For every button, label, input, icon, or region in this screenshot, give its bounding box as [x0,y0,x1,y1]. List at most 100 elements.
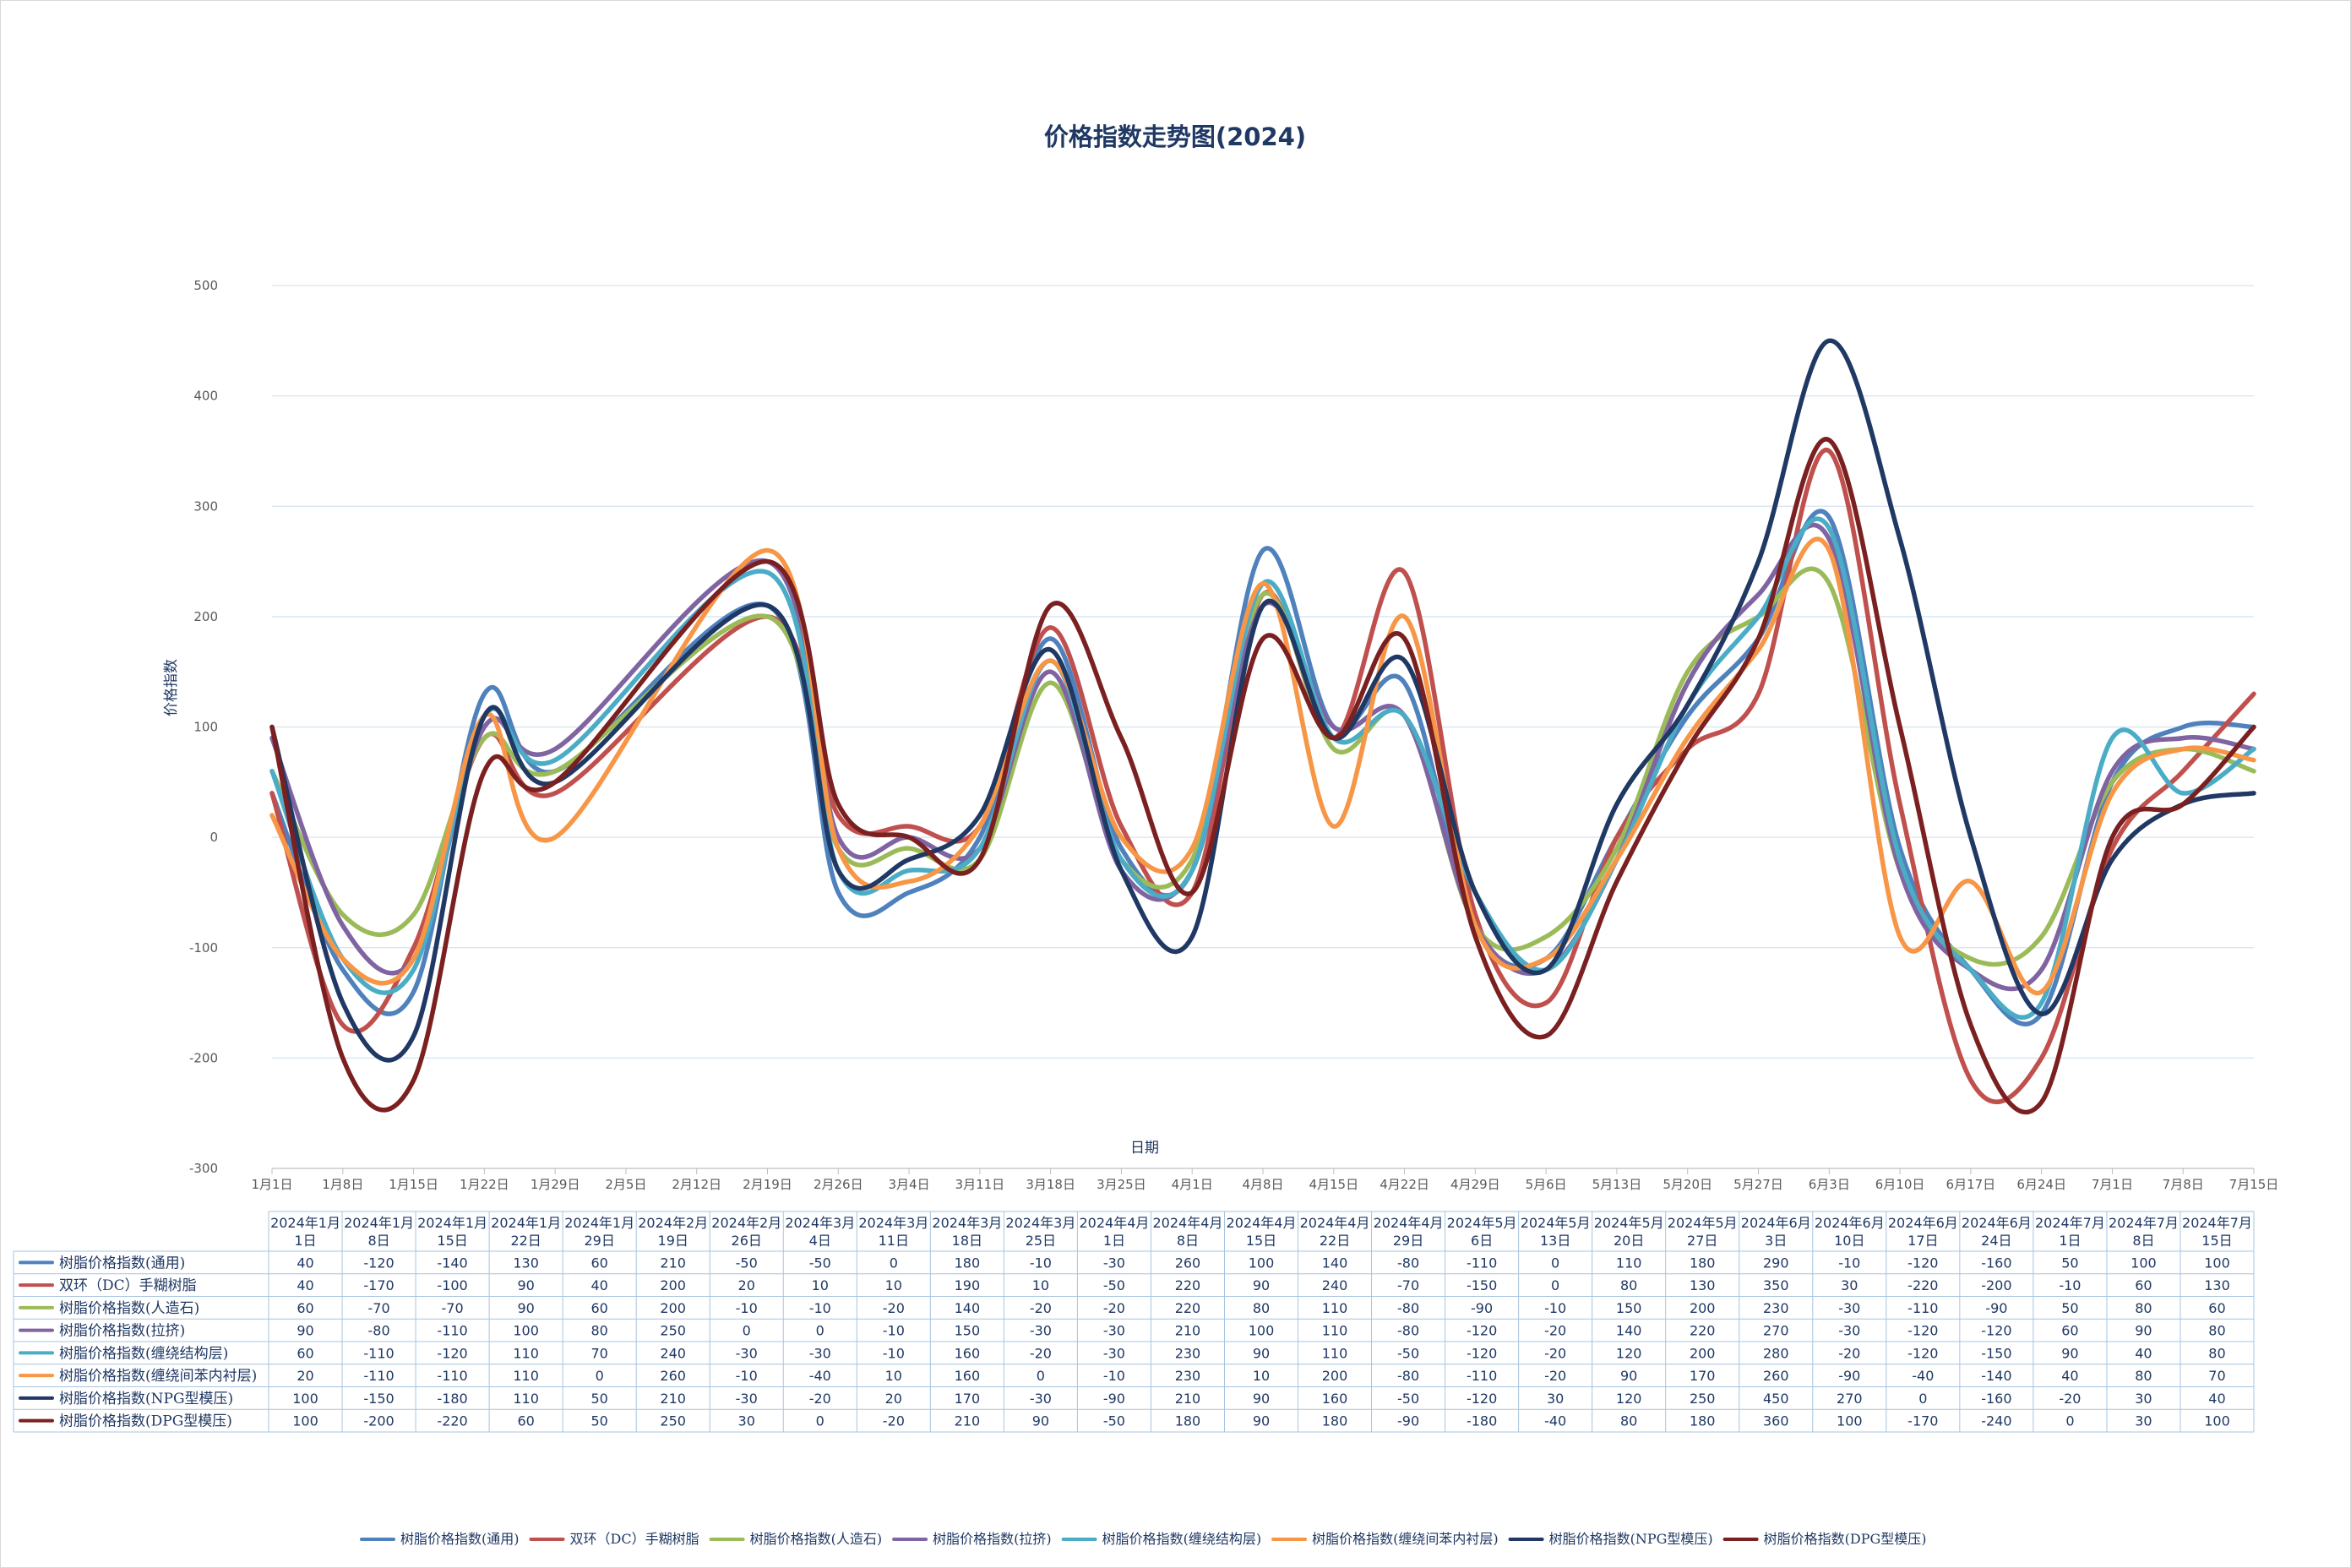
table-row-label: 树脂价格指数(通用) [59,1255,185,1271]
table-cell: 260 [1763,1368,1789,1384]
table-cell: 110 [513,1368,539,1384]
table-header-top: 2024年1月 [417,1215,487,1231]
x-tick-label: 1月1日 [251,1177,292,1192]
table-header-bottom: 1日 [2059,1233,2081,1249]
table-row-label: 树脂价格指数(DPG型模压) [59,1413,232,1430]
table-cell: 50 [590,1391,607,1407]
table-cell: 200 [660,1277,686,1293]
x-tick-label: 4月29日 [1450,1177,1500,1192]
table-cell: -90 [1985,1300,2007,1316]
table-cell: 80 [590,1323,607,1339]
table-header-top: 2024年2月 [638,1215,708,1231]
legend-label: 树脂价格指数(人造石) [750,1531,883,1547]
table-cell: 90 [1620,1368,1637,1384]
table-cell: -180 [437,1391,467,1407]
table-cell: 140 [1616,1323,1642,1339]
table-cell: 20 [885,1391,902,1407]
legend: 树脂价格指数(通用) 双环（DC）手糊树脂 树脂价格指数(人造石) 树脂价格指数(拉挤… [360,1531,1927,1547]
table-cell: -110 [1907,1300,1938,1316]
table-header-top: 2024年3月 [932,1215,1002,1231]
table-cell: 10 [1253,1368,1270,1384]
table-cell: 130 [2204,1277,2230,1293]
legend-label: 树脂价格指数(NPG型模压) [1549,1531,1713,1547]
table-cell: 100 [1837,1413,1863,1429]
table-cell: 80 [2135,1300,2152,1316]
table-cell: -90 [1471,1300,1493,1316]
table-header-bottom: 20日 [1614,1233,1644,1249]
x-tick-label: 1月22日 [460,1177,509,1192]
table-cell: 270 [1763,1323,1789,1339]
table-cell: -120 [1467,1345,1497,1361]
table-cell: -80 [1397,1255,1419,1271]
table-cell: 160 [1322,1391,1348,1407]
table-cell: 40 [2208,1391,2225,1407]
table-header-top: 2024年4月 [1374,1215,1444,1231]
table-cell: 150 [1616,1300,1642,1316]
table-cell: 450 [1763,1391,1789,1407]
table-header-bottom: 27日 [1687,1233,1717,1249]
table-header-bottom: 10日 [1834,1233,1864,1249]
table-cell: -10 [736,1300,758,1316]
chart-title: 价格指数走势图(2024) [1044,122,1306,151]
table-cell: 130 [1690,1277,1716,1293]
table-header-top: 2024年5月 [1521,1215,1591,1231]
table-cell: 200 [660,1300,686,1316]
table-cell: -120 [1467,1391,1497,1407]
x-tick-label: 5月6日 [1526,1177,1567,1192]
table-cell: -70 [367,1300,389,1316]
table-cell: 100 [292,1413,318,1429]
x-tick-label: 3月25日 [1097,1177,1146,1192]
x-axis-title: 日期 [1130,1140,1159,1157]
table-cell: -20 [1030,1345,1052,1361]
table-cell: 40 [590,1277,607,1293]
table-cell: 210 [955,1413,981,1429]
x-tick-label: 4月22日 [1380,1177,1429,1192]
x-tick-label: 1月29日 [531,1177,580,1192]
table-cell: 10 [812,1277,829,1293]
table-cell: 140 [1322,1255,1348,1271]
table-header-top: 2024年7月 [2109,1215,2179,1231]
table-header-top: 2024年5月 [1594,1215,1664,1231]
table-header-bottom: 8日 [367,1233,389,1249]
y-tick-label: -100 [189,940,218,956]
table-header-top: 2024年3月 [1005,1215,1075,1231]
table-cell: -20 [883,1413,905,1429]
x-tick-label: 6月3日 [1809,1177,1850,1192]
table-cell: 20 [738,1277,755,1293]
table-cell: 70 [2208,1368,2225,1384]
table-cell: 50 [590,1413,607,1429]
table-cell: 0 [816,1413,824,1429]
gridlines [272,285,2254,1169]
table-cell: 120 [1616,1391,1642,1407]
x-tick-label: 5月13日 [1592,1177,1642,1192]
table-cell: -10 [1544,1300,1566,1316]
table-cell: -120 [1907,1345,1938,1361]
table-header-bottom: 1日 [294,1233,316,1249]
table-cell: 90 [1253,1277,1270,1293]
table-cell: -80 [1397,1300,1419,1316]
table-cell: 100 [2131,1255,2157,1271]
table-header-top: 2024年1月 [344,1215,414,1231]
series-line-5 [269,516,2256,1020]
table-header-top: 2024年5月 [1447,1215,1517,1231]
table-cell: 220 [1690,1323,1716,1339]
table-cell: -10 [736,1368,758,1384]
table-cell: 160 [955,1345,981,1361]
table-cell: -10 [809,1300,831,1316]
x-tick-label: 2月19日 [743,1177,792,1192]
table-header-bottom: 22日 [510,1233,541,1249]
table-cell: -50 [1103,1277,1125,1293]
table-cell: 250 [660,1323,686,1339]
table-cell: 210 [660,1255,686,1271]
table-cell: 100 [1249,1255,1275,1271]
table-cell: -30 [809,1345,831,1361]
table-cell: 0 [1037,1368,1045,1384]
table-header-bottom: 24日 [1981,1233,2011,1249]
table-cell: 60 [2061,1323,2078,1339]
table-header-top: 2024年6月 [1962,1215,2032,1231]
table-cell: -150 [1981,1345,2011,1361]
table-cell: 200 [1690,1300,1716,1316]
table-header-top: 2024年4月 [1300,1215,1370,1231]
table-cell: -50 [1397,1345,1419,1361]
table-cell: 90 [517,1277,534,1293]
